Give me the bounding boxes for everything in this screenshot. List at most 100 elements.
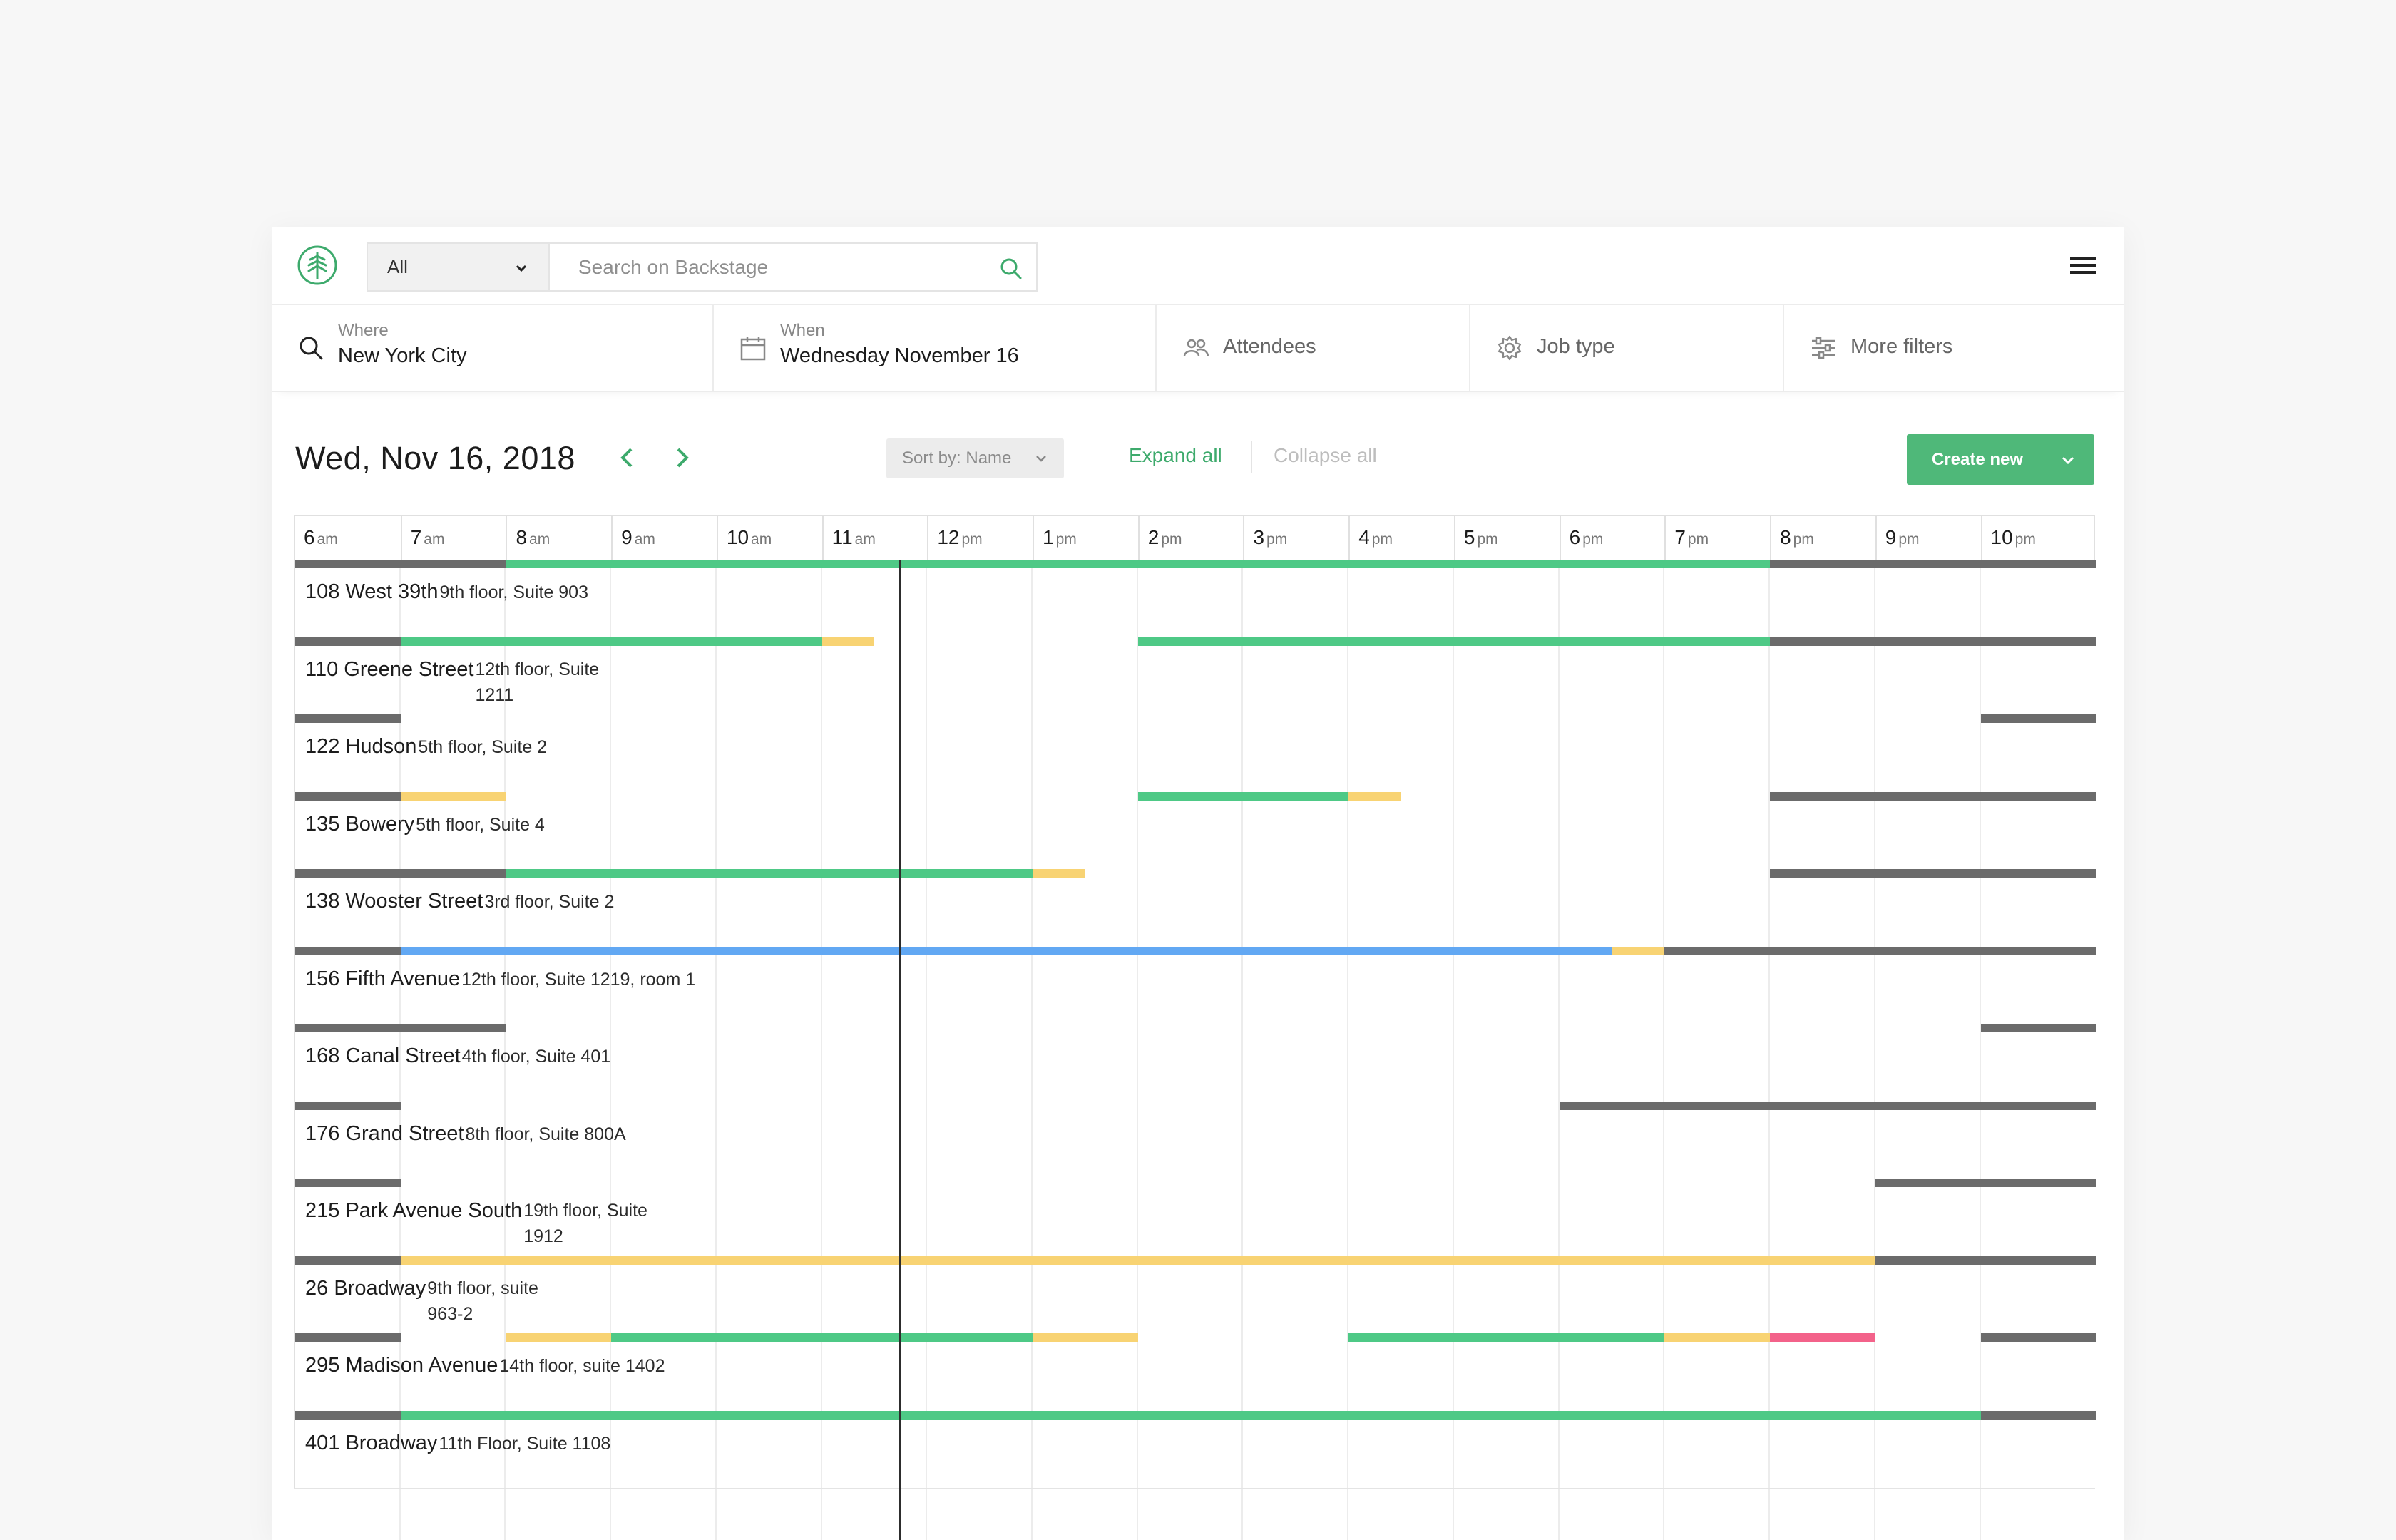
top-bar: All xyxy=(272,227,2124,305)
availability-bar-yellow[interactable] xyxy=(400,791,506,801)
timeline-hour-header: 6 am 7 am 8 am 9 am 10 am 11 am 12 pm 1 pm 2 pm 3 pm 4 pm 5 pm 6… xyxy=(294,515,2095,561)
sort-dropdown[interactable]: Sort by: Name xyxy=(886,438,1064,478)
availability-bar-green[interactable] xyxy=(400,637,822,646)
availability-bar-yellow[interactable] xyxy=(1664,1333,1771,1342)
grid-column-line xyxy=(1768,560,1771,1540)
expand-all-link[interactable]: Expand all xyxy=(1129,444,1222,466)
chevron-right-icon[interactable] xyxy=(668,443,697,472)
hour-label: 1 pm xyxy=(1033,516,1138,561)
availability-bar-gray[interactable] xyxy=(1980,1024,2096,1032)
availability-bar-gray[interactable] xyxy=(295,1179,401,1187)
availability-bar-yellow[interactable] xyxy=(1033,869,1085,878)
availability-bar-gray[interactable] xyxy=(1770,560,2096,568)
hour-label: 4 pm xyxy=(1348,516,1454,561)
availability-bar-gray[interactable] xyxy=(295,791,401,801)
location-detail: 11th Floor, Suite 1108 xyxy=(439,1433,611,1454)
location-row[interactable]: 176 Grand Street8th floor, Suite 800A xyxy=(294,1101,2096,1179)
location-row[interactable]: 110 Greene Street12th floor, Suite 1211 xyxy=(294,637,2096,714)
availability-bar-gray[interactable] xyxy=(295,637,401,646)
search-icon[interactable] xyxy=(999,257,1023,281)
search-icon xyxy=(300,337,323,360)
location-row[interactable]: 108 West 39th9th floor, Suite 903 xyxy=(294,560,2096,637)
availability-bar-yellow[interactable] xyxy=(1612,946,1665,955)
availability-bar-gray[interactable] xyxy=(295,869,506,878)
hour-label: 3 pm xyxy=(1243,516,1348,561)
availability-bar-gray[interactable] xyxy=(295,1101,401,1110)
filter-job-type[interactable]: Job type xyxy=(1470,305,1784,391)
collapse-all-link[interactable]: Collapse all xyxy=(1274,444,1377,466)
availability-bar-gray[interactable] xyxy=(1664,946,2096,955)
location-row[interactable]: 401 Broadway11th Floor, Suite 1108 xyxy=(294,1410,2096,1488)
location-row[interactable]: 168 Canal Street4th floor, Suite 401 xyxy=(294,1024,2096,1102)
tree-logo-icon[interactable] xyxy=(296,244,339,287)
availability-bar-yellow[interactable] xyxy=(1348,791,1402,801)
location-label: 156 Fifth Avenue12th floor, Suite 1219, … xyxy=(305,966,695,992)
location-detail: 19th floor, Suite 1912 xyxy=(523,1201,647,1246)
location-row[interactable]: 122 Hudson5th floor, Suite 2 xyxy=(294,714,2096,792)
availability-bar-yellow[interactable] xyxy=(821,637,875,646)
availability-bar-gray[interactable] xyxy=(295,1410,401,1420)
location-name: 401 Broadway xyxy=(305,1431,438,1454)
scope-select[interactable]: All xyxy=(367,242,548,292)
chevron-down-icon xyxy=(1036,456,1046,462)
location-row[interactable]: 135 Bowery5th floor, Suite 4 xyxy=(294,791,2096,869)
availability-bar-green[interactable] xyxy=(1137,637,1771,646)
search-input[interactable] xyxy=(550,255,978,279)
availability-bar-yellow[interactable] xyxy=(400,1256,1875,1265)
location-row[interactable]: 138 Wooster Street3rd floor, Suite 2 xyxy=(294,869,2096,947)
availability-bar-gray[interactable] xyxy=(295,1256,401,1265)
availability-bar-green[interactable] xyxy=(1137,791,1349,801)
filter-attendees[interactable]: Attendees xyxy=(1157,305,1470,391)
availability-bar-gray[interactable] xyxy=(1770,637,2096,646)
hamburger-menu-icon[interactable] xyxy=(2070,255,2096,276)
filter-more[interactable]: More filters xyxy=(1784,305,2124,391)
availability-bar-green[interactable] xyxy=(506,869,1033,878)
availability-bar-gray[interactable] xyxy=(1770,869,2096,878)
availability-bar-green[interactable] xyxy=(1348,1333,1665,1342)
location-detail: 3rd floor, Suite 2 xyxy=(484,892,615,912)
people-icon xyxy=(1183,339,1209,356)
availability-bar-yellow[interactable] xyxy=(1033,1333,1138,1342)
availability-bar-gray[interactable] xyxy=(1559,1101,2096,1110)
create-new-button[interactable]: Create new xyxy=(1907,434,2094,485)
hour-meridiem: pm xyxy=(961,531,983,548)
hour-meridiem: pm xyxy=(1687,531,1709,548)
availability-bar-green[interactable] xyxy=(400,1410,1981,1420)
schedule-header: Wed, Nov 16, 2018 Sort by: Name Expand a… xyxy=(272,392,2124,528)
availability-bar-gray[interactable] xyxy=(295,946,401,955)
location-row[interactable]: 295 Madison Avenue14th floor, suite 1402 xyxy=(294,1333,2096,1411)
availability-bar-gray[interactable] xyxy=(295,560,506,568)
availability-bar-blue[interactable] xyxy=(400,946,1612,955)
search-box xyxy=(548,242,1038,292)
create-new-label: Create new xyxy=(1932,449,2024,469)
location-name: 108 West 39th xyxy=(305,580,439,603)
availability-bar-green[interactable] xyxy=(506,560,1771,568)
availability-bar-green[interactable] xyxy=(611,1333,1033,1342)
location-label: 295 Madison Avenue14th floor, suite 1402 xyxy=(305,1352,665,1379)
filter-when[interactable]: When Wednesday November 16 xyxy=(714,305,1157,391)
availability-bar-gray[interactable] xyxy=(295,1024,506,1032)
availability-bar-gray[interactable] xyxy=(1875,1179,2096,1187)
filter-where[interactable]: Where New York City xyxy=(272,305,714,391)
availability-bar-gray[interactable] xyxy=(1875,1256,2096,1265)
availability-bar-yellow[interactable] xyxy=(506,1333,612,1342)
availability-bar-gray[interactable] xyxy=(1980,1410,2096,1420)
divider xyxy=(1251,441,1252,473)
current-time-indicator xyxy=(899,560,902,1540)
timeline: 6 am 7 am 8 am 9 am 10 am 11 am 12 pm 1 pm 2 pm 3 pm 4 pm 5 pm 6… xyxy=(294,515,2096,1540)
availability-bar-pink[interactable] xyxy=(1770,1333,1875,1342)
availability-bar-gray[interactable] xyxy=(295,714,401,723)
hour-meridiem: pm xyxy=(1582,531,1604,548)
app-window: All Where New York City xyxy=(272,227,2124,1540)
location-row[interactable]: 26 Broadway9th floor, suite 963-2 xyxy=(294,1256,2096,1333)
availability-bar-gray[interactable] xyxy=(1770,791,2096,801)
hour-label: 2 pm xyxy=(1137,516,1244,561)
grid-column-line xyxy=(926,560,928,1540)
availability-bar-gray[interactable] xyxy=(1980,714,2096,723)
location-row[interactable]: 156 Fifth Avenue12th floor, Suite 1219, … xyxy=(294,946,2096,1024)
hour-label: 11 am xyxy=(821,516,928,561)
availability-bar-gray[interactable] xyxy=(1980,1333,2096,1342)
location-row[interactable]: 215 Park Avenue South19th floor, Suite 1… xyxy=(294,1179,2096,1256)
chevron-left-icon[interactable] xyxy=(613,443,641,472)
availability-bar-gray[interactable] xyxy=(295,1333,401,1342)
